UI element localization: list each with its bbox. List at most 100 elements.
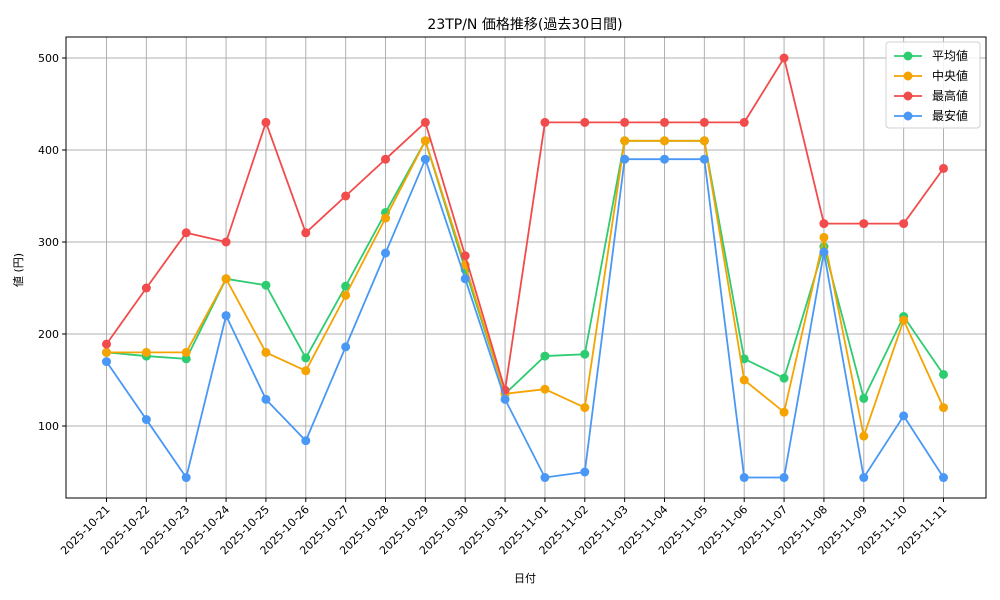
data-point	[540, 117, 550, 127]
legend-label: 平均値	[932, 48, 968, 63]
legend-item: 中央値	[894, 68, 968, 83]
data-point	[899, 315, 909, 325]
data-point	[141, 415, 151, 425]
legend-marker-icon	[903, 111, 913, 121]
data-point	[779, 407, 789, 417]
legend-item: 平均値	[894, 48, 968, 63]
legend-marker-icon	[903, 91, 913, 101]
data-point	[699, 117, 709, 127]
data-series	[102, 53, 948, 483]
x-axis: 2025-10-212025-10-222025-10-232025-10-24…	[58, 498, 950, 557]
data-point	[939, 473, 948, 483]
data-point	[181, 347, 191, 357]
data-point	[301, 366, 311, 376]
data-point	[580, 403, 590, 413]
data-point	[460, 274, 470, 284]
data-point	[620, 117, 630, 127]
data-point	[381, 154, 390, 164]
data-point	[699, 136, 709, 146]
data-point	[420, 154, 430, 164]
data-point	[540, 351, 550, 361]
data-point	[899, 219, 909, 229]
y-axis-label: 値 (円)	[12, 253, 25, 287]
series-2	[102, 53, 948, 395]
data-point	[261, 280, 271, 290]
data-point	[181, 354, 191, 364]
series-line	[105, 158, 945, 479]
data-point	[660, 117, 669, 127]
data-point	[261, 347, 271, 357]
legend-marker-icon	[903, 51, 913, 61]
data-point	[261, 394, 271, 404]
data-point	[221, 274, 231, 284]
data-point	[580, 349, 590, 359]
data-point	[739, 375, 749, 385]
data-point	[859, 431, 869, 441]
data-point	[939, 163, 948, 173]
series-1	[102, 136, 948, 441]
data-point	[102, 339, 111, 349]
data-point	[102, 347, 111, 357]
chart-title: 23TP/N 価格推移(過去30日間)	[427, 17, 622, 33]
data-point	[699, 154, 709, 164]
data-point	[381, 213, 390, 223]
data-point	[420, 136, 430, 146]
data-point	[381, 248, 390, 258]
data-point	[779, 473, 789, 483]
data-point	[739, 117, 749, 127]
x-axis-label: 日付	[514, 572, 536, 585]
data-point	[739, 473, 749, 483]
legend-label: 最安値	[932, 108, 968, 123]
y-tick-label: 300	[38, 236, 59, 249]
data-point	[899, 411, 909, 421]
data-point	[341, 342, 351, 352]
legend-item: 最高値	[894, 88, 968, 103]
data-point	[779, 373, 789, 383]
data-point	[420, 117, 430, 127]
data-point	[221, 311, 231, 321]
series-3	[102, 154, 948, 483]
data-point	[301, 353, 311, 363]
series-line	[106, 139, 945, 438]
series-line	[105, 57, 945, 392]
data-point	[819, 247, 829, 257]
data-point	[341, 191, 351, 201]
data-point	[460, 251, 470, 261]
data-point	[181, 473, 191, 483]
legend-box	[885, 41, 981, 129]
data-point	[500, 394, 510, 404]
y-tick-label: 400	[38, 144, 59, 157]
data-point	[540, 384, 550, 394]
data-point	[660, 136, 669, 146]
data-point	[819, 219, 829, 229]
data-point	[141, 347, 151, 357]
legend-marker-icon	[903, 71, 913, 81]
legend-label: 中央値	[932, 68, 968, 83]
data-point	[859, 473, 869, 483]
y-tick-label: 200	[38, 328, 59, 341]
data-point	[580, 117, 590, 127]
data-point	[620, 154, 630, 164]
data-point	[939, 403, 948, 413]
legend-label: 最高値	[932, 88, 968, 103]
y-axis: 100 200 300 400 500	[38, 52, 66, 433]
data-point	[341, 281, 351, 291]
data-point	[301, 436, 311, 446]
data-point	[341, 290, 351, 300]
data-point	[181, 228, 191, 238]
data-point	[779, 53, 789, 63]
y-tick-label: 500	[38, 52, 59, 65]
grid-lines	[66, 37, 986, 498]
data-point	[221, 237, 231, 247]
data-point	[102, 357, 111, 367]
data-point	[859, 219, 869, 229]
data-point	[580, 467, 590, 477]
data-point	[301, 228, 311, 238]
data-point	[819, 232, 829, 242]
data-point	[261, 117, 271, 127]
data-point	[540, 473, 550, 483]
data-point	[939, 369, 948, 379]
series-line	[106, 139, 945, 400]
